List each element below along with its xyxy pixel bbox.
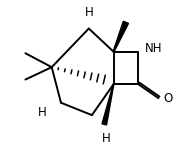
Text: NH: NH xyxy=(144,42,162,55)
Polygon shape xyxy=(113,21,128,52)
Text: H: H xyxy=(84,6,93,19)
Text: O: O xyxy=(163,92,172,105)
Polygon shape xyxy=(102,84,114,125)
Text: H: H xyxy=(38,105,47,119)
Text: H: H xyxy=(101,132,110,145)
